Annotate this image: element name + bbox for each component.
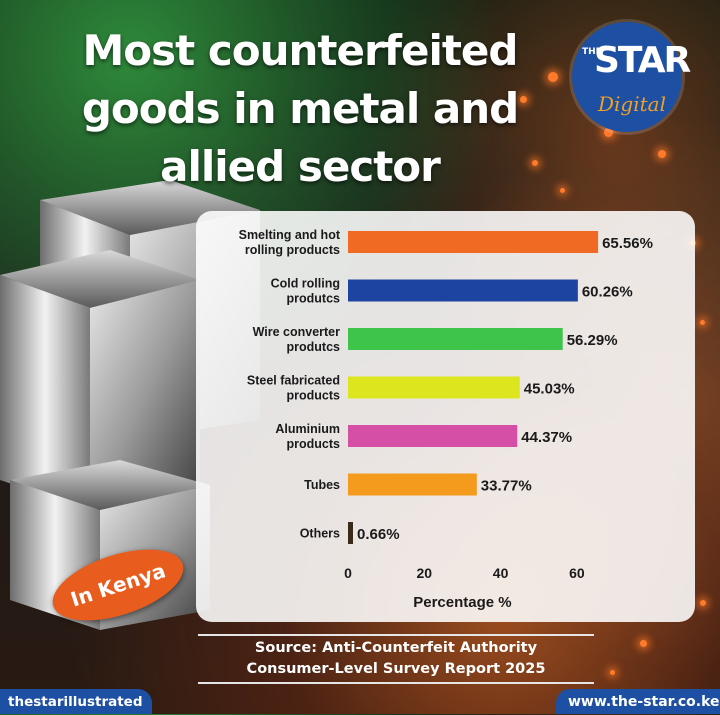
category-label: produtcs (287, 340, 341, 354)
source-line: Source: Anti-Counterfeit Authority (254, 640, 538, 656)
bar-value-label: 45.03% (524, 381, 575, 398)
source-line: Consumer-Level Survey Report 2025 (246, 661, 546, 677)
x-tick-label: 60 (569, 565, 585, 581)
x-axis-title: Percentage % (413, 594, 511, 611)
bar (348, 231, 599, 253)
title-line: goods in metal and (81, 84, 519, 133)
x-tick-label: 0 (344, 565, 352, 581)
bar (348, 279, 578, 302)
category-label: Wire converter (253, 325, 341, 339)
page-title: Most counterfeited goods in metal and al… (70, 22, 530, 196)
x-tick-label: 20 (416, 565, 432, 581)
category-label: produtcs (287, 292, 341, 306)
category-label: Tubes (304, 478, 340, 492)
bar-value-label: 56.29% (567, 332, 618, 349)
category-label: products (287, 437, 341, 451)
bar (348, 522, 353, 544)
logo-the: THE (582, 47, 602, 57)
logo-star: STAR (594, 40, 691, 81)
x-tick-label: 40 (493, 565, 509, 581)
category-label: Smelting and hot (239, 228, 341, 242)
category-label: Steel fabricated (247, 374, 340, 388)
bar (348, 328, 563, 350)
source-note: Source: Anti-Counterfeit Authority Consu… (198, 638, 594, 680)
category-label: Cold rolling (271, 277, 340, 291)
bar-value-label: 33.77% (481, 478, 532, 495)
star-digital-logo: THE STAR Digital (572, 22, 691, 132)
bar-value-label: 60.26% (582, 284, 633, 301)
category-label: products (287, 389, 341, 403)
logo-digital: Digital (598, 92, 666, 116)
bar-value-label: 44.37% (521, 429, 572, 446)
title-line: allied sector (160, 142, 441, 191)
bar-value-label: 65.56% (602, 235, 653, 252)
category-label: Others (300, 527, 340, 541)
source-divider-bottom (198, 682, 594, 684)
bar (348, 425, 518, 447)
footer-handle[interactable]: thestarillustrated (0, 689, 152, 714)
category-label: Aluminium (275, 422, 340, 436)
category-label: rolling products (245, 243, 340, 257)
title-line: Most counterfeited (82, 26, 519, 75)
footer-website-link[interactable]: www.the-star.co.ke (556, 689, 720, 714)
bar (348, 376, 520, 399)
bar-value-label: 0.66% (357, 526, 400, 543)
source-divider-top (198, 634, 594, 636)
bar (348, 473, 477, 496)
